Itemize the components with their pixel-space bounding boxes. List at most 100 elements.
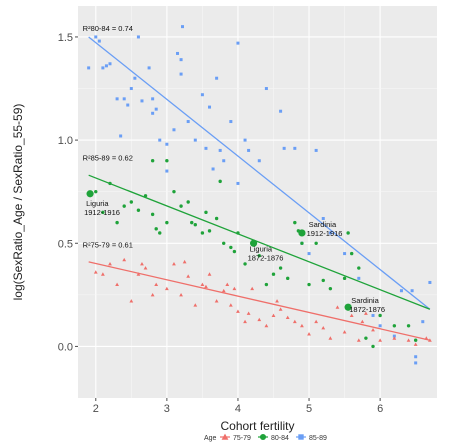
point-75-79	[421, 320, 425, 324]
legend-key-circle	[259, 433, 267, 441]
point-75-79	[218, 148, 222, 152]
point-85-89	[378, 338, 383, 342]
point-75-79	[399, 289, 403, 293]
point-75-79	[264, 87, 268, 91]
point-85-89	[406, 338, 411, 342]
point-75-79	[129, 87, 133, 91]
point-85-89	[250, 286, 255, 291]
y-axis-label: log(SexRatio_Age / SexRatio_55-59)	[11, 104, 25, 301]
point-75-79	[211, 167, 215, 171]
point-80-84	[349, 251, 354, 256]
point-80-84	[229, 245, 233, 250]
highlight-point	[86, 190, 94, 198]
point-75-79	[181, 25, 185, 29]
point-85-89	[360, 319, 365, 324]
legend-title: Age	[204, 435, 217, 442]
point-80-84	[307, 282, 311, 287]
x-tick-label: 5	[306, 403, 312, 415]
point-75-79	[154, 107, 158, 111]
point-85-89	[129, 299, 134, 303]
annotation-label: Liguria 1872-1876	[248, 245, 284, 263]
grid-lines	[78, 6, 437, 398]
point-80-84	[150, 159, 155, 163]
point-75-79	[101, 66, 105, 70]
point-80-84	[129, 200, 134, 204]
y-tick-label: 0.0	[58, 341, 73, 353]
point-85-89	[172, 261, 176, 266]
point-85-89	[246, 311, 251, 315]
legend-key-triangle	[221, 433, 229, 440]
point-75-79	[108, 62, 112, 66]
point-80-84	[364, 336, 368, 340]
point-85-89	[122, 257, 127, 262]
point-85-89	[108, 261, 112, 266]
point-85-89	[225, 282, 230, 287]
regression-lines	[88, 36, 431, 341]
point-75-79	[243, 138, 247, 142]
point-80-84	[321, 278, 325, 283]
point-85-89	[300, 323, 304, 328]
point-75-79	[247, 148, 251, 152]
point-85-89	[182, 259, 187, 264]
point-75-79	[140, 99, 144, 103]
point-75-79	[236, 41, 240, 45]
point-85-89	[307, 332, 311, 336]
point-80-84	[286, 276, 290, 281]
point-75-79	[378, 324, 382, 328]
point-85-89	[264, 323, 269, 328]
point-75-79	[147, 66, 151, 70]
point-85-89	[143, 266, 148, 270]
point-75-79	[208, 105, 212, 109]
point-75-79	[222, 159, 226, 163]
point-85-89	[371, 328, 375, 332]
point-85-89	[392, 336, 397, 340]
point-80-84	[314, 241, 318, 245]
point-75-79	[186, 120, 190, 124]
point-75-79	[193, 138, 197, 142]
point-85-89	[207, 272, 212, 276]
point-85-89	[200, 282, 205, 287]
point-75-79	[343, 252, 347, 256]
point-80-84	[115, 220, 119, 225]
point-85-89	[214, 299, 219, 303]
point-75-79	[172, 128, 176, 132]
r2-annotation: R²80-84 = 0.74	[83, 24, 133, 33]
point-80-84	[154, 227, 158, 231]
x-tick-label: 4	[235, 403, 241, 415]
data-points	[86, 25, 432, 365]
point-80-84	[207, 229, 212, 233]
point-75-79	[126, 103, 130, 107]
annotation-label: Sardinia 1912-1916	[307, 220, 343, 238]
r2-annotation: R²85-89 = 0.62	[83, 154, 133, 163]
point-85-89	[364, 311, 368, 315]
point-80-84	[236, 231, 240, 235]
legend: Age 75-79 80-84 85-89	[204, 433, 327, 442]
point-85-89	[154, 282, 159, 287]
point-75-79	[392, 334, 396, 338]
point-75-79	[414, 355, 418, 359]
point-80-84	[193, 222, 197, 227]
point-85-89	[335, 305, 340, 309]
point-80-84	[179, 204, 183, 208]
fit-line-85-89	[88, 261, 431, 341]
point-75-79	[158, 138, 162, 142]
point-75-79	[204, 146, 208, 150]
r2-annotation: R²75-79 = 0.61	[83, 240, 133, 249]
point-75-79	[133, 76, 137, 80]
point-80-84	[257, 253, 261, 258]
point-85-89	[221, 288, 226, 293]
point-75-79	[176, 51, 180, 55]
point-85-89	[321, 325, 326, 330]
fit-line-80-84	[88, 174, 431, 310]
axis-ticks: 2 3 4 5 6 0.0 0.5 1.0 1.5	[58, 32, 383, 415]
x-axis-label: Cohort fertility	[220, 419, 294, 433]
point-85-89	[413, 342, 418, 346]
point-80-84	[328, 286, 333, 291]
point-75-79	[119, 134, 123, 138]
point-75-79	[87, 66, 91, 70]
point-80-84	[371, 344, 375, 349]
point-75-79	[151, 111, 155, 115]
point-85-89	[236, 309, 240, 313]
annotations: Liguria 1912-1916 Liguria 1872-1876 Sardinia…	[83, 24, 385, 314]
point-75-79	[371, 313, 375, 317]
